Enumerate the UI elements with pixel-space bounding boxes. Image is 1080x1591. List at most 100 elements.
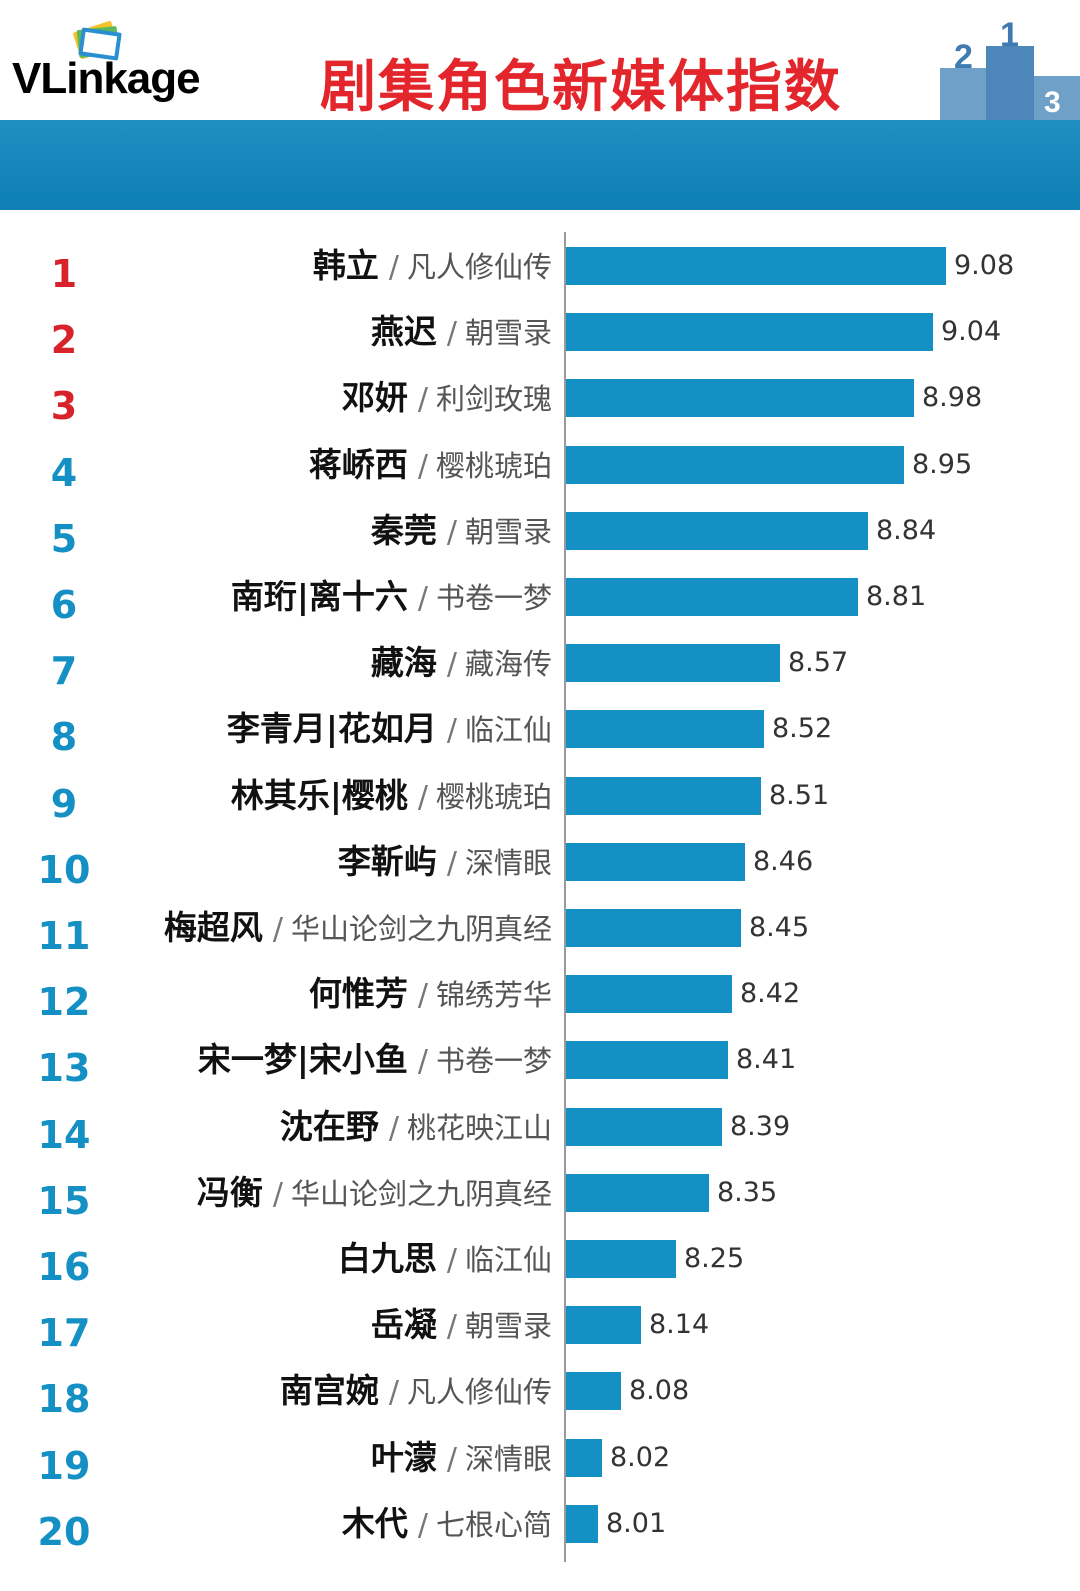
- character-name: 冯衡: [196, 1172, 263, 1212]
- value-label: 8.98: [922, 382, 983, 414]
- rank-number: 5: [50, 516, 78, 561]
- label-separator: /: [446, 1243, 457, 1278]
- category-label: 林其乐|樱桃 / 樱桃琥珀: [231, 763, 552, 835]
- bar: [566, 975, 732, 1014]
- bar: [566, 379, 914, 418]
- label-separator: /: [446, 1441, 457, 1477]
- drama-title: 朝雪录: [464, 316, 552, 351]
- rank-number: 6: [50, 583, 78, 627]
- rank-number: 20: [37, 1509, 91, 1554]
- drama-title: 桃花映江山: [406, 1110, 552, 1145]
- drama-title: 华山论剑之九阴真经: [290, 1176, 552, 1211]
- rank-number: 18: [37, 1377, 91, 1422]
- character-name: 木代: [341, 1503, 408, 1543]
- character-name: 何惟芳: [308, 974, 408, 1014]
- character-name: 邓妍: [341, 378, 408, 418]
- rank-number: 9: [50, 781, 78, 826]
- bar: [566, 1173, 709, 1212]
- category-label: 韩立 / 凡人修仙传: [313, 233, 552, 305]
- character-name: 宋一梦|宋小鱼: [197, 1040, 408, 1080]
- value-label: 8.57: [788, 647, 849, 679]
- value-label: 8.84: [876, 514, 937, 546]
- value-label: 8.02: [610, 1441, 671, 1473]
- drama-title: 藏海传: [464, 647, 552, 682]
- category-label: 白九思 / 临江仙: [338, 1226, 552, 1298]
- drama-title: 凡人修仙传: [406, 1375, 552, 1410]
- page-title: 剧集角色新媒体指数: [320, 55, 842, 120]
- value-label: 8.35: [717, 1176, 778, 1208]
- header: VLinkage 剧集角色新媒体指数 2 1 3: [0, 0, 1080, 120]
- category-label: 邓妍 / 利剑玫瑰: [342, 365, 552, 437]
- character-name: 李靳屿: [337, 841, 437, 881]
- svg-text:1: 1: [1000, 18, 1019, 54]
- category-label: 南宫婉 / 凡人修仙传: [280, 1358, 552, 1430]
- category-label: 蒋峤西 / 樱桃琥珀: [309, 432, 552, 504]
- label-separator: /: [446, 316, 457, 352]
- label-separator: /: [417, 779, 428, 815]
- bar: [566, 1504, 598, 1543]
- character-name: 白九思: [337, 1239, 437, 1278]
- drama-title: 华山论剑之九阴真经: [290, 912, 552, 946]
- label-separator: /: [388, 1375, 399, 1411]
- rank-number: 14: [37, 1112, 91, 1157]
- value-label: 8.14: [649, 1309, 710, 1341]
- drama-title: 樱桃琥珀: [435, 779, 552, 814]
- value-label: 8.81: [866, 581, 927, 612]
- character-name: 李青月|花如月: [226, 709, 437, 749]
- bar: [566, 842, 745, 881]
- character-name: 秦莞: [370, 510, 437, 550]
- category-label: 梅超风 / 华山论剑之九阴真经: [164, 895, 552, 967]
- category-label: 李靳屿 / 深情眼: [338, 829, 552, 901]
- bar: [566, 1306, 641, 1345]
- rank-number: 13: [37, 1046, 91, 1091]
- drama-title: 书卷一梦: [435, 581, 552, 615]
- bar: [566, 644, 780, 683]
- bar: [566, 1372, 621, 1411]
- label-separator: /: [272, 912, 283, 947]
- category-label: 木代 / 七根心简: [342, 1491, 552, 1563]
- character-name: 燕迟: [370, 312, 437, 352]
- bar: [566, 578, 858, 616]
- value-label: 8.46: [753, 845, 814, 877]
- value-label: 8.51: [769, 779, 830, 811]
- rank-number: 10: [37, 847, 91, 892]
- rank-number: 11: [37, 914, 91, 958]
- rank-number: 4: [50, 450, 78, 495]
- podium-icon: 2 1 3: [940, 18, 1080, 120]
- value-label: 8.08: [629, 1375, 690, 1407]
- bar: [566, 1041, 728, 1080]
- character-name: 沈在野: [279, 1106, 379, 1146]
- bar: [566, 909, 741, 947]
- svg-text:2: 2: [954, 38, 973, 76]
- value-label: 8.25: [684, 1243, 745, 1274]
- category-label: 藏海 / 藏海传: [371, 630, 552, 702]
- character-name: 岳凝: [370, 1305, 437, 1345]
- bar: [566, 511, 868, 550]
- chart-axis: [564, 232, 566, 1562]
- value-label: 9.04: [941, 316, 1002, 348]
- rank-number: 7: [50, 649, 78, 694]
- label-separator: /: [417, 448, 428, 484]
- category-label: 叶濛 / 深情眼: [371, 1425, 552, 1497]
- value-label: 8.41: [736, 1044, 797, 1076]
- label-separator: /: [417, 1044, 428, 1080]
- rank-number: 17: [37, 1311, 91, 1356]
- label-separator: /: [446, 647, 457, 683]
- bar: [566, 776, 761, 815]
- rank-number: 3: [50, 384, 78, 429]
- character-name: 藏海: [370, 643, 437, 683]
- rank-number: 8: [50, 715, 78, 760]
- bar: [566, 1240, 676, 1278]
- label-separator: /: [417, 382, 428, 418]
- value-label: 9.08: [954, 250, 1015, 281]
- label-separator: /: [417, 1507, 428, 1543]
- drama-title: 利剑玫瑰: [435, 382, 552, 417]
- category-label: 何惟芳 / 锦绣芳华: [309, 961, 552, 1033]
- drama-title: 樱桃琥珀: [435, 448, 552, 483]
- label-separator: /: [446, 514, 457, 550]
- bar: [566, 1438, 602, 1477]
- rank-number: 19: [37, 1443, 91, 1488]
- bar: [566, 1107, 722, 1146]
- drama-title: 临江仙: [464, 1243, 552, 1277]
- character-name: 南珩|离十六: [230, 577, 408, 616]
